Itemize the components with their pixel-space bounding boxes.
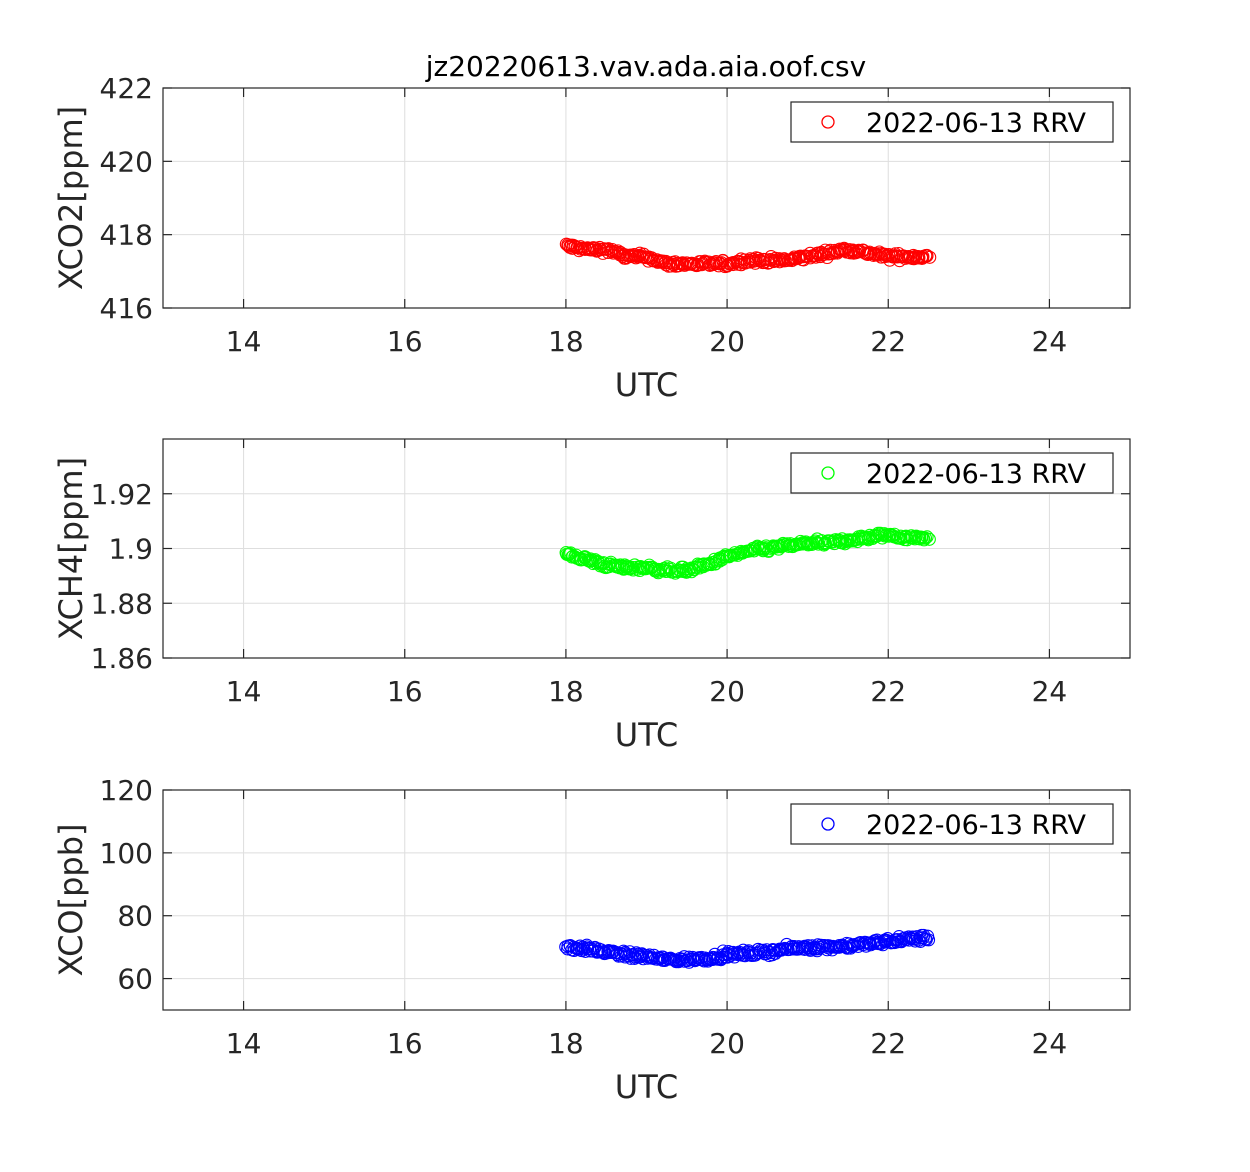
x-tick-label: 20 [709, 1027, 745, 1060]
x-tick-label: 20 [709, 325, 745, 358]
data-point [807, 941, 821, 955]
legend: 2022-06-13 RRV [790, 101, 1114, 143]
data-point [582, 553, 596, 567]
data-point [917, 533, 931, 547]
y-tick-label: 60 [117, 963, 153, 996]
data-point [817, 538, 831, 552]
x-tick-label: 24 [1032, 1027, 1068, 1060]
data-point [629, 251, 643, 265]
axes-box [162, 87, 1131, 309]
panel-xch4: 14 16 18 20 22 24 1.86 1.88 1.9 1.92 UTC XCH4[ppm] 2… [52, 438, 1131, 754]
y-tick-label: 1.9 [108, 533, 153, 566]
data-point [906, 930, 920, 944]
x-tick-label: 20 [709, 675, 745, 708]
legend-marker [821, 817, 835, 831]
data-point [921, 929, 935, 943]
x-tick-label: 18 [548, 675, 584, 708]
x-tick-label: 18 [548, 1027, 584, 1060]
legend-box [790, 803, 1114, 845]
data-point [922, 532, 936, 546]
y-tick-label: 100 [100, 837, 153, 870]
data-point [913, 931, 927, 945]
x-tick-label: 16 [387, 325, 423, 358]
legend-label: 2022-06-13 RRV [866, 459, 1087, 490]
x-tick-label: 22 [870, 325, 906, 358]
y-tick-label: 80 [117, 900, 153, 933]
legend-box [790, 452, 1114, 494]
data-point [626, 563, 640, 577]
x-axis-label: UTC [615, 366, 678, 404]
panel-xco2: 14 16 18 20 22 24 416 418 420 422 UTC XCO2[ppm] 2022… [52, 72, 1131, 404]
axes-box [162, 789, 1131, 1011]
y-tick-label: 1.86 [91, 642, 153, 675]
x-tick-label: 14 [226, 1027, 262, 1060]
legend-marker [821, 115, 835, 129]
data-point [923, 250, 937, 264]
x-tick-label: 14 [226, 325, 262, 358]
x-tick-label: 18 [548, 325, 584, 358]
x-axis-label: UTC [615, 1068, 678, 1106]
data-point [630, 562, 644, 576]
y-tick-label: 1.88 [91, 587, 153, 620]
scatter-series [559, 928, 936, 969]
data-point [727, 950, 742, 964]
x-tick-label: 22 [870, 675, 906, 708]
y-tick-label: 420 [100, 145, 153, 178]
y-tick-label: 418 [100, 219, 153, 252]
x-tick-label: 24 [1032, 675, 1068, 708]
x-tick-label: 16 [387, 675, 423, 708]
scatter-series [559, 237, 937, 274]
x-axis-label: UTC [615, 716, 678, 754]
data-point [716, 944, 730, 958]
y-tick-label: 416 [100, 292, 153, 325]
legend-label: 2022-06-13 RRV [866, 108, 1087, 139]
legend-label: 2022-06-13 RRV [866, 810, 1087, 841]
legend-box [790, 101, 1114, 143]
data-point [782, 539, 796, 553]
x-tick-label: 14 [226, 675, 262, 708]
data-point [843, 246, 858, 260]
figure-title: jz20220613.vav.ada.aia.oof.csv [425, 50, 866, 83]
data-point [604, 244, 618, 258]
scatter-series [559, 526, 936, 580]
y-axis-label: XCO[ppb] [52, 823, 90, 976]
legend: 2022-06-13 RRV [790, 452, 1114, 494]
y-tick-label: 422 [100, 72, 153, 105]
y-axis-label: XCO2[ppm] [52, 106, 90, 290]
data-point [787, 940, 801, 954]
data-point [783, 537, 797, 551]
x-tick-label: 24 [1032, 325, 1068, 358]
data-point [798, 942, 812, 956]
legend-marker [821, 466, 835, 480]
data-point [920, 530, 934, 544]
y-axis-label: XCH4[ppm] [52, 457, 90, 640]
legend: 2022-06-13 RRV [790, 803, 1114, 845]
data-point [920, 248, 934, 263]
panel-xco: 14 16 18 20 22 24 60 80 100 120 UTC XCO[ppb] 2022-06… [52, 774, 1131, 1106]
data-point [764, 946, 778, 960]
y-tick-label: 1.92 [91, 478, 153, 511]
x-tick-label: 22 [870, 1027, 906, 1060]
x-tick-label: 16 [387, 1027, 423, 1060]
y-tick-label: 120 [100, 774, 153, 807]
